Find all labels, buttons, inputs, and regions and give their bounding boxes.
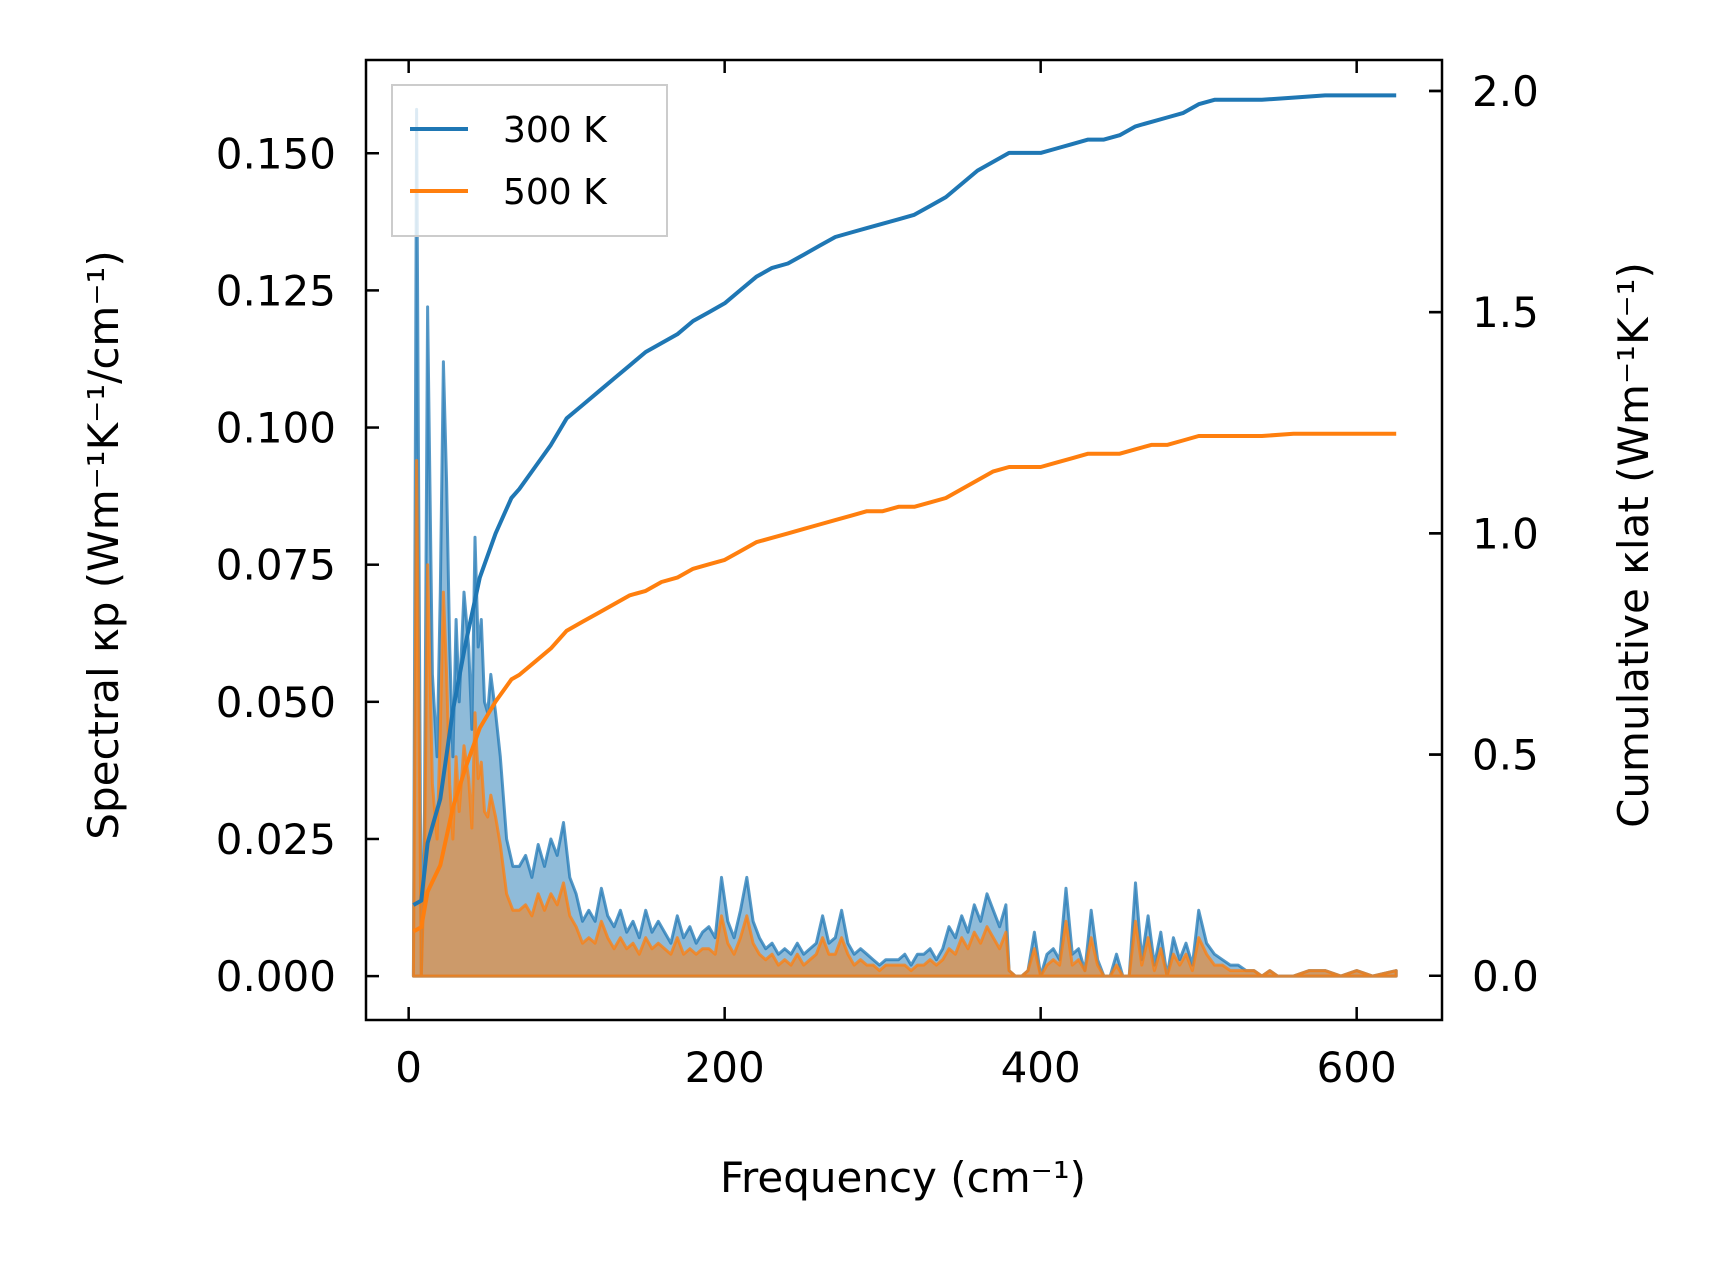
y-left-tick-label: 0.050: [216, 678, 336, 727]
x-tick-label: 0: [395, 1043, 422, 1092]
legend-label-500k: 500 K: [503, 172, 608, 213]
y-left-tick-label: 0.150: [216, 129, 336, 178]
y-right-tick-label: 1.5: [1472, 288, 1539, 337]
x-tick-label: 400: [1001, 1043, 1081, 1092]
x-tick-label: 200: [685, 1043, 765, 1092]
cumulative-line-300k: [412, 93, 1397, 907]
y-right-tick-label: 0.0: [1472, 952, 1539, 1001]
x-axis-label: Frequency (cm⁻¹): [720, 1153, 1086, 1202]
x-tick-label: 600: [1317, 1043, 1397, 1092]
y-axis-label-left: Spectral κp (Wm⁻¹K⁻¹/cm⁻¹): [79, 250, 128, 839]
y-right-tick-label: 2.0: [1472, 67, 1539, 116]
spectral-area-300k: [411, 107, 1398, 978]
y-left-tick-label: 0.025: [216, 815, 336, 864]
y-right-tick-label: 1.0: [1472, 509, 1539, 558]
axes: 0 200 400 600 0.000 0.025 0.050 0.075 0.100 0.125…: [216, 58, 1539, 1092]
y-right-tick-label: 0.5: [1472, 731, 1539, 780]
y-left-tick-label: 0.125: [216, 266, 336, 315]
legend: 300 K 500 K: [391, 84, 668, 237]
y-left-tick-label: 0.100: [216, 404, 336, 453]
plot-area: [411, 93, 1398, 978]
plot-frame: [364, 58, 1444, 1022]
spectral-area-500k: [411, 459, 1398, 978]
legend-box: [391, 84, 668, 237]
y-left-tick-label: 0.000: [216, 952, 336, 1001]
cumulative-line-500k: [412, 431, 1397, 934]
legend-label-300k: 300 K: [503, 110, 608, 151]
y-axis-label-right: Cumulative κlat (Wm⁻¹K⁻¹): [1609, 262, 1658, 828]
y-left-tick-label: 0.075: [216, 541, 336, 590]
